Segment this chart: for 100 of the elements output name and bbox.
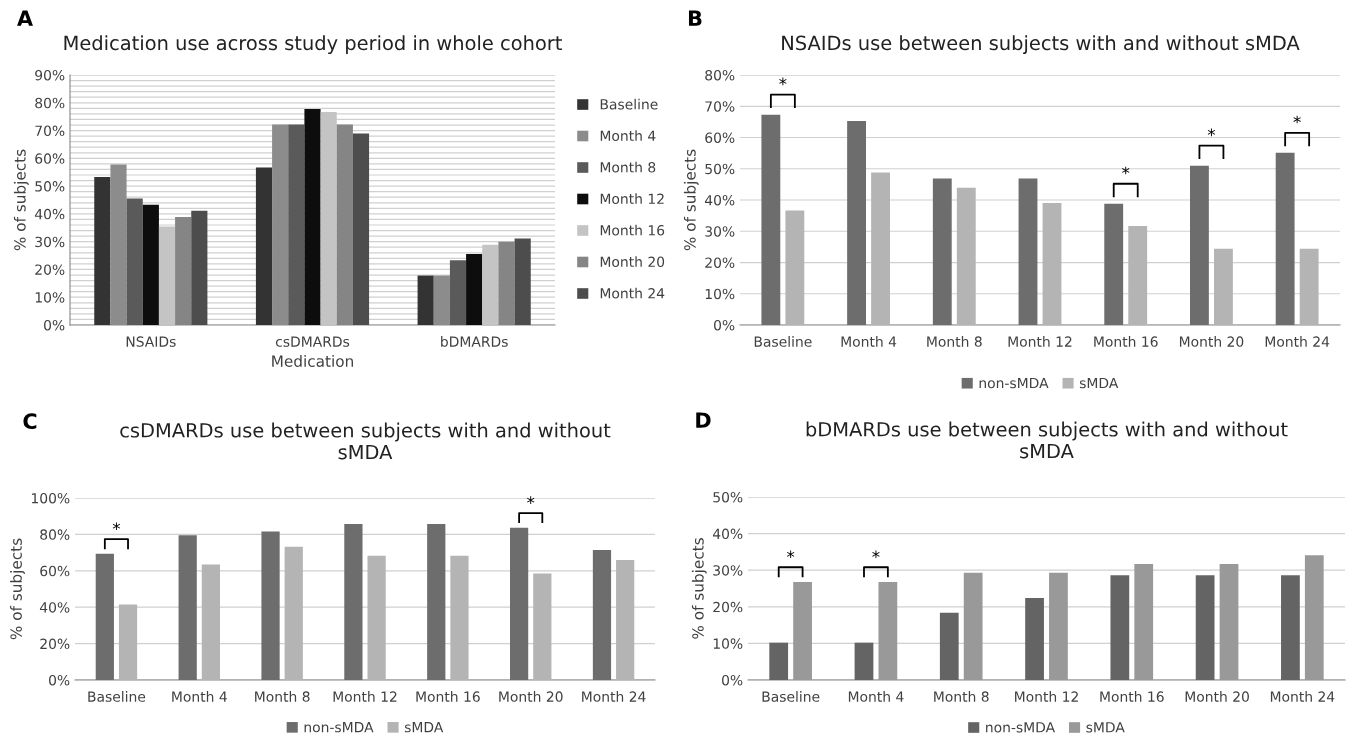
bar bbox=[939, 612, 959, 680]
bar bbox=[1042, 203, 1062, 325]
annotation: * bbox=[872, 550, 880, 559]
bar bbox=[417, 275, 434, 325]
y-tick-label: 40% bbox=[704, 194, 735, 206]
annotation: * bbox=[527, 496, 535, 504]
bar bbox=[304, 108, 321, 325]
x-tick-label: Month 4 bbox=[172, 691, 227, 702]
x-tick-label: Baseline bbox=[754, 336, 812, 347]
bar bbox=[533, 573, 552, 680]
y-tick-label: 80% bbox=[705, 69, 735, 81]
x-tick-label: Month 20 bbox=[1179, 336, 1244, 347]
x-tick-label: Month 24 bbox=[582, 691, 646, 702]
x-tick-label: Baseline bbox=[88, 691, 146, 702]
y-tick-label: 30% bbox=[713, 565, 743, 576]
bar bbox=[1128, 225, 1148, 325]
y-tick-label: 10% bbox=[705, 288, 735, 300]
legend-label: non-sMDA bbox=[986, 722, 1055, 733]
y-tick-label: 90% bbox=[35, 69, 65, 81]
x-tick-label: Month 12 bbox=[333, 691, 397, 702]
y-axis-title: % of subjects bbox=[13, 149, 29, 251]
x-tick-label: Month 4 bbox=[848, 691, 904, 702]
bar bbox=[261, 531, 280, 680]
y-tick-label: 20% bbox=[713, 601, 743, 613]
y-tick-label: 20% bbox=[705, 257, 735, 268]
annotation: * bbox=[779, 77, 787, 86]
bar bbox=[344, 524, 363, 680]
chart-title: NSAIDs use between subjects with and without sMDA bbox=[782, 35, 1300, 55]
y-tick-label: 40% bbox=[34, 208, 65, 220]
bar bbox=[94, 176, 111, 325]
bar bbox=[1275, 152, 1295, 325]
legend-label: sMDA bbox=[1079, 377, 1119, 389]
legend-label: sMDA bbox=[1086, 722, 1125, 733]
x-tick-label: bDMARDs bbox=[441, 336, 508, 347]
legend-label: Month 20 bbox=[600, 256, 665, 268]
chart-title: bDMARDs use between subjects with and without sMDA bbox=[806, 421, 1288, 459]
bar bbox=[352, 133, 370, 325]
bar bbox=[963, 572, 983, 680]
x-tick-label: Month 8 bbox=[927, 336, 982, 347]
bar bbox=[450, 555, 469, 680]
bar bbox=[178, 535, 197, 680]
bar bbox=[191, 210, 208, 325]
bar bbox=[592, 550, 612, 680]
bar bbox=[878, 581, 898, 680]
bar bbox=[1304, 555, 1324, 680]
bar bbox=[201, 564, 220, 680]
bar bbox=[1025, 598, 1044, 680]
x-tick-label: NSAIDs bbox=[126, 336, 176, 347]
bar bbox=[871, 172, 890, 325]
bar bbox=[616, 560, 635, 680]
x-tick-label: Month 12 bbox=[1015, 691, 1078, 702]
bar bbox=[1110, 575, 1130, 680]
annotation: * bbox=[1122, 166, 1130, 175]
y-axis-title: % of subjects bbox=[691, 538, 707, 639]
legend-label: Month 4 bbox=[600, 130, 656, 142]
y-tick-label: 60% bbox=[35, 153, 65, 164]
legend-label: non-sMDA bbox=[979, 377, 1049, 389]
legend-label: Month 12 bbox=[600, 193, 664, 205]
chart-title: csDMARDs use between subjects with and without sMDA bbox=[120, 422, 611, 460]
y-tick-label: 40% bbox=[712, 528, 743, 540]
y-tick-label: 80% bbox=[40, 529, 70, 540]
x-tick-label: Month 20 bbox=[499, 691, 563, 702]
bar bbox=[118, 604, 138, 680]
bar bbox=[466, 253, 483, 325]
bar bbox=[932, 178, 952, 325]
annotation: * bbox=[786, 550, 795, 559]
text: B bbox=[688, 10, 702, 26]
y-tick-label: 40% bbox=[39, 602, 70, 613]
bar bbox=[427, 524, 446, 680]
bar bbox=[1018, 178, 1038, 325]
bar bbox=[367, 555, 386, 680]
y-tick-label: 0% bbox=[714, 319, 735, 331]
bar bbox=[514, 238, 531, 325]
y-tick-label: 60% bbox=[40, 565, 70, 577]
legend-label: non-sMDA bbox=[304, 722, 374, 733]
bar bbox=[769, 642, 789, 680]
bar bbox=[1219, 563, 1239, 680]
y-tick-label: 20% bbox=[40, 638, 70, 650]
bar bbox=[1190, 165, 1209, 325]
y-tick-label: 10% bbox=[713, 638, 743, 649]
y-tick-label: 50% bbox=[713, 491, 743, 503]
annotation: * bbox=[1293, 115, 1301, 124]
y-tick-label: 70% bbox=[35, 125, 65, 137]
x-tick-label: Month 16 bbox=[1100, 691, 1164, 702]
x-axis-title: Medication bbox=[272, 355, 353, 367]
y-tick-label: 30% bbox=[35, 236, 65, 248]
bar bbox=[95, 553, 114, 680]
bar bbox=[1104, 203, 1124, 325]
bar bbox=[854, 642, 874, 680]
y-tick-label: 0% bbox=[49, 674, 70, 686]
bar bbox=[785, 210, 805, 325]
y-tick-label: 100% bbox=[31, 492, 70, 504]
annotation: * bbox=[1207, 128, 1216, 137]
y-tick-label: 50% bbox=[705, 163, 735, 175]
legend-label: Baseline bbox=[600, 98, 658, 110]
bar bbox=[1049, 572, 1068, 680]
text: A bbox=[17, 10, 33, 26]
bar bbox=[761, 114, 781, 325]
bar bbox=[449, 260, 467, 325]
y-tick-label: 0% bbox=[44, 319, 65, 331]
